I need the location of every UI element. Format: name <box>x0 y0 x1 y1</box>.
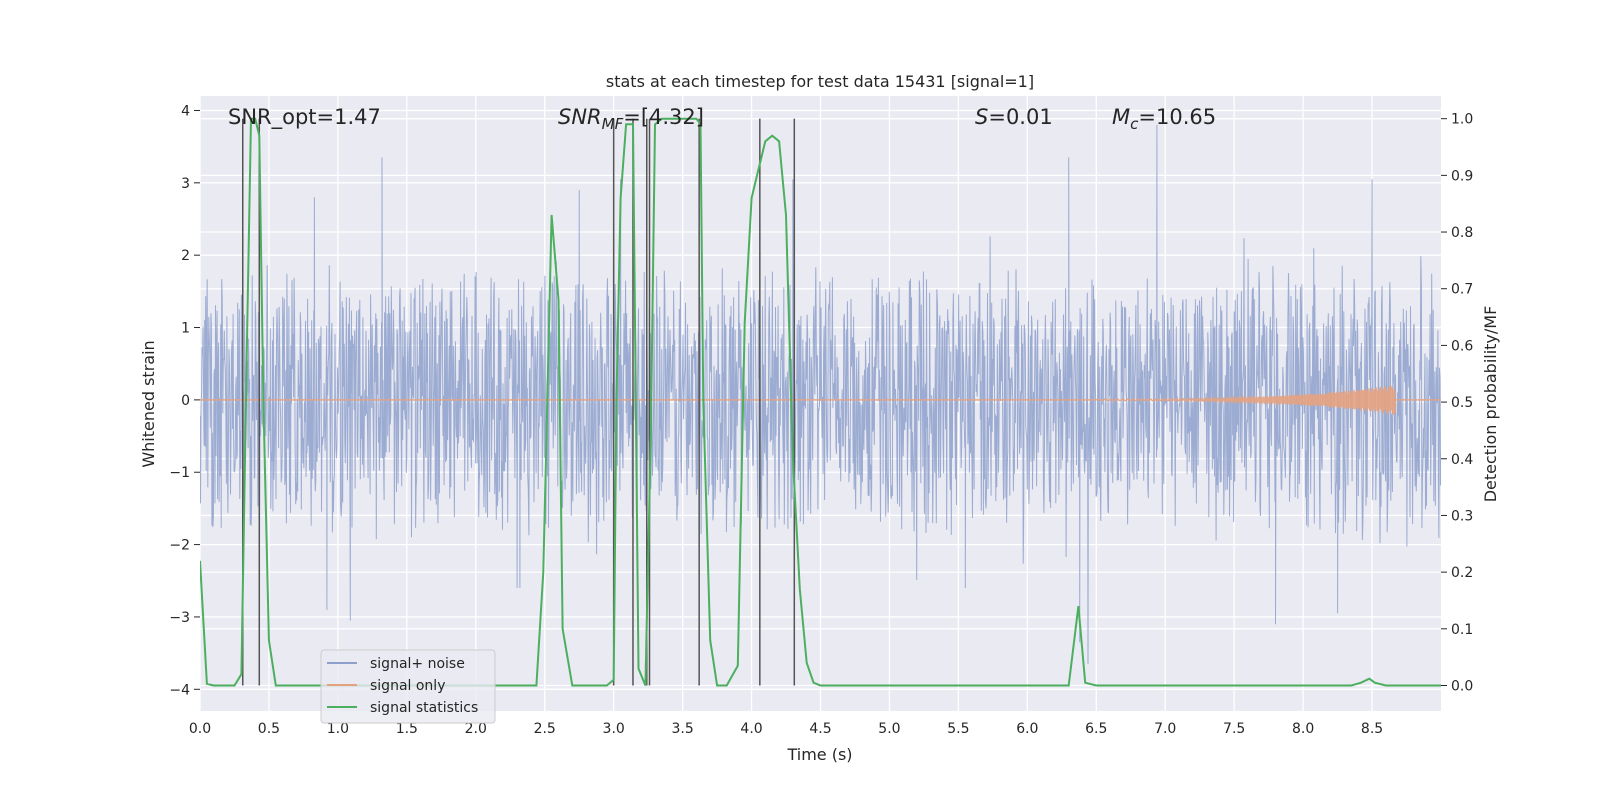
annotation-mc-value: =10.65 <box>1138 105 1216 129</box>
x-tick-label: 1.0 <box>327 721 349 737</box>
x-tick-label: 6.5 <box>1085 721 1107 737</box>
legend-label-signal-only: signal only <box>370 678 445 694</box>
signal-statistics-line <box>200 117 1441 687</box>
x-tick-label: 8.5 <box>1361 721 1383 737</box>
signal-only-series <box>200 385 1441 415</box>
annotation-s-value: =0.01 <box>988 105 1052 129</box>
legend-label-signal-noise: signal+ noise <box>370 656 465 672</box>
x-tick-label: 3.0 <box>603 721 625 737</box>
annotation-snr-mf-subscript: MF <box>602 115 624 133</box>
annotation-snr-mf-value: =[4.32] <box>623 105 704 129</box>
annotation-s-symbol: S <box>975 105 988 129</box>
x-tick-label: 6.0 <box>1016 721 1038 737</box>
y-tick-label: −1 <box>169 465 190 481</box>
y-tick-label: −3 <box>169 610 190 626</box>
y2-tick-label: 0.4 <box>1451 452 1473 468</box>
x-tick-label: 5.0 <box>878 721 900 737</box>
y2-tick-label: 0.6 <box>1451 338 1473 354</box>
y2-axis-ticks: 1.0 0.9 0.8 0.7 0.6 0.5 0.4 0.3 0.2 0.1 0.0 <box>1441 112 1473 694</box>
x-tick-label: 2.0 <box>465 721 487 737</box>
y2-tick-label: 0.3 <box>1451 508 1473 524</box>
y-tick-label: 3 <box>181 176 190 192</box>
y2-tick-label: 0.1 <box>1451 622 1473 638</box>
y-axis-ticks: 4 3 2 1 0 −1 −2 −3 −4 <box>169 103 200 698</box>
y-tick-label: 0 <box>181 393 190 409</box>
x-tick-label: 0.0 <box>189 721 211 737</box>
signal-noise-line <box>200 124 1441 665</box>
legend-box <box>320 649 496 724</box>
signal-statistics-series <box>200 117 1441 687</box>
y2-tick-label: 0.0 <box>1451 678 1473 694</box>
legend: signal+ noise signal only signal statist… <box>320 649 496 724</box>
y-tick-label: 2 <box>181 248 190 264</box>
x-axis-label: Time (s) <box>786 745 852 764</box>
y2-tick-label: 0.5 <box>1451 395 1473 411</box>
annotation-mc-subscript: c <box>1130 115 1139 133</box>
x-tick-label: 3.5 <box>671 721 693 737</box>
x-axis-ticks: 0.0 0.5 1.0 1.5 2.0 2.5 3.0 3.5 4.0 4.5 5.0 5.5 6.0 6… <box>189 721 1383 737</box>
y-tick-label: 4 <box>181 103 190 119</box>
x-tick-label: 0.5 <box>258 721 280 737</box>
x-tick-label: 5.5 <box>947 721 969 737</box>
x-tick-label: 4.5 <box>809 721 831 737</box>
x-tick-label: 7.5 <box>1223 721 1245 737</box>
y2-tick-label: 0.7 <box>1451 282 1473 298</box>
legend-label-signal-statistics: signal statistics <box>370 700 478 716</box>
annotation-mc: Mc=10.65 <box>1112 105 1216 133</box>
y2-tick-label: 0.9 <box>1451 168 1473 184</box>
x-tick-label: 1.5 <box>396 721 418 737</box>
y2-tick-label: 0.8 <box>1451 225 1473 241</box>
y2-tick-label: 1.0 <box>1451 112 1473 128</box>
y-axis-label: Whitened strain <box>139 340 158 467</box>
y-tick-label: −4 <box>169 682 190 698</box>
annotation-s: S=0.01 <box>975 105 1053 129</box>
y2-tick-label: 0.2 <box>1451 565 1473 581</box>
annotation-snr-mf: SNRMF=[4.32] <box>558 105 704 133</box>
y2-axis-label: Detection probability/MF <box>1481 306 1500 503</box>
x-tick-label: 8.0 <box>1292 721 1314 737</box>
x-tick-label: 4.0 <box>740 721 762 737</box>
signal-noise-series <box>200 124 1441 665</box>
annotation-snr-opt: SNR_opt=1.47 <box>228 105 381 130</box>
y-tick-label: 1 <box>181 321 190 337</box>
annotation-mc-symbol: M <box>1112 105 1130 129</box>
chart-title: stats at each timestep for test data 154… <box>606 72 1034 91</box>
y-tick-label: −2 <box>169 538 190 554</box>
annotation-snr-mf-symbol: SNR <box>558 105 602 129</box>
x-tick-label: 2.5 <box>534 721 556 737</box>
x-tick-label: 7.0 <box>1154 721 1176 737</box>
signal-only-line <box>200 385 1441 415</box>
